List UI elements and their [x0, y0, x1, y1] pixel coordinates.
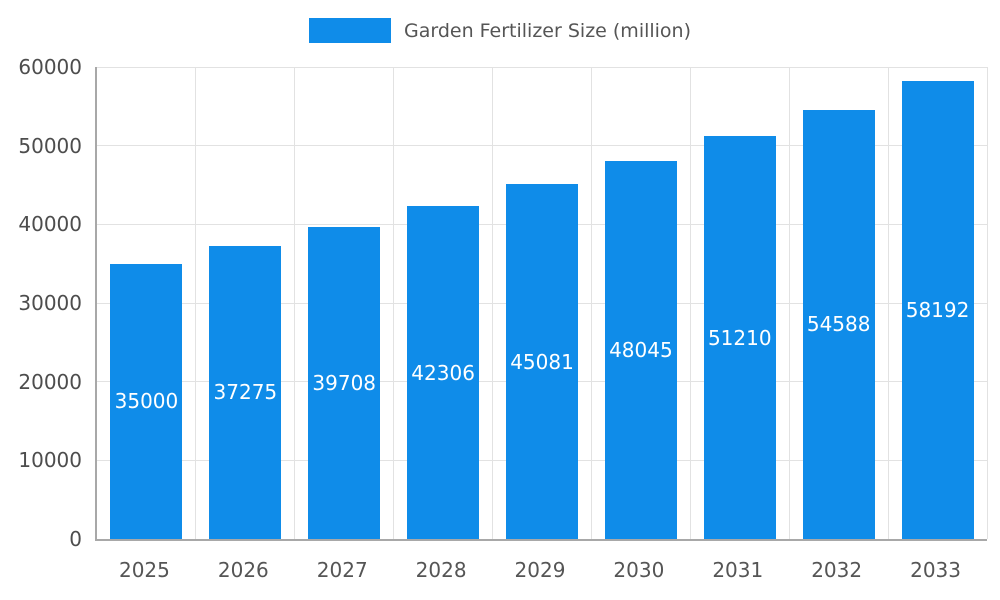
bar-2026[interactable]: [209, 245, 282, 539]
y-axis-tick-label: 0: [69, 527, 82, 551]
bar-2028[interactable]: [407, 206, 480, 539]
x-axis-tick-label: 2029: [514, 558, 566, 582]
bar-2029[interactable]: [506, 184, 578, 539]
x-axis-tick-label: 2031: [712, 558, 764, 582]
gridline-vertical: [590, 67, 592, 539]
y-axis-tick-label: 50000: [18, 133, 82, 158]
legend-series-label: Garden Fertilizer Size (million): [403, 19, 692, 42]
bar-2033[interactable]: [901, 81, 974, 539]
legend-swatch: [308, 18, 391, 43]
bar-2030[interactable]: [604, 161, 677, 539]
bar-2031[interactable]: [703, 136, 776, 539]
bar-value-label: 54588: [806, 312, 871, 337]
bar-value-label: 48045: [609, 338, 673, 363]
gridline-vertical: [689, 67, 691, 539]
gridline-horizontal: [97, 145, 987, 147]
bar-value-label: 39708: [312, 370, 377, 395]
bar-2032[interactable]: [802, 109, 875, 539]
x-axis-tick-label: 2030: [613, 558, 665, 582]
gridline-vertical: [986, 67, 988, 539]
bar-value-label: 42306: [411, 360, 475, 385]
x-axis-tick-label: 2033: [910, 558, 961, 582]
y-axis-tick-label: 10000: [18, 448, 82, 473]
legend[interactable]: Garden Fertilizer Size (million): [0, 18, 1000, 43]
y-axis-tick-label: 30000: [18, 291, 82, 315]
bar-value-label: 45081: [510, 349, 574, 374]
y-axis-tick-label: 60000: [18, 55, 82, 79]
x-axis-tick-label: 2028: [415, 558, 467, 582]
plot-area: 35000 37275 39708 42306 45081 48045 51210 54588…: [95, 66, 988, 541]
bar-2027[interactable]: [308, 226, 381, 539]
x-axis-tick-label: 2026: [217, 558, 269, 582]
gridline-vertical: [492, 67, 494, 539]
bar-value-label: 58192: [905, 298, 970, 323]
x-axis-tick-label: 2025: [118, 558, 170, 582]
gridline-vertical: [294, 67, 296, 539]
x-axis-tick-label: 2027: [316, 558, 368, 582]
gridline-vertical: [788, 67, 790, 539]
gridline-vertical: [195, 67, 197, 539]
x-axis-tick-label: 2032: [811, 558, 863, 582]
bar-value-label: 51210: [707, 325, 772, 350]
bar-2025[interactable]: [110, 263, 183, 539]
y-axis-tick-label: 40000: [18, 212, 82, 237]
gridline-horizontal: [97, 66, 987, 68]
y-axis-tick-label: 20000: [18, 369, 82, 394]
bar-value-label: 35000: [114, 389, 179, 414]
gridline-vertical: [393, 67, 395, 539]
bar-value-label: 37275: [213, 380, 278, 405]
gridline-vertical: [887, 67, 889, 539]
